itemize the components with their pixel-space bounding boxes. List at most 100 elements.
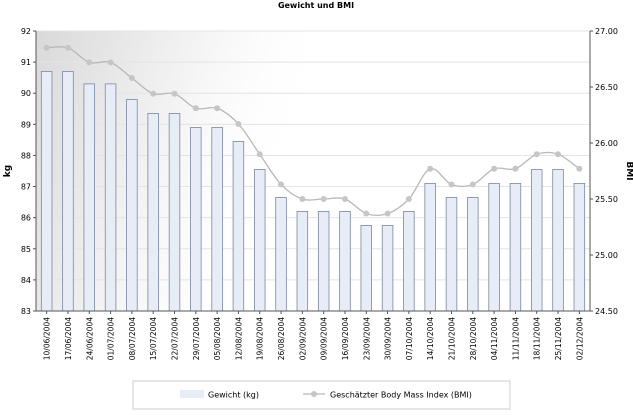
legend-bar-swatch [180, 390, 204, 398]
bmi-point [469, 181, 476, 188]
x-tick-label: 14/10/2004 [426, 317, 435, 360]
x-tick-label: 08/07/2004 [128, 317, 137, 360]
bar [62, 71, 74, 312]
y-left-tick-label: 85 [21, 245, 31, 254]
bar [573, 183, 586, 312]
bar [104, 83, 117, 312]
x-tick-label: 16/09/2004 [341, 317, 350, 360]
y-left-tick-label: 83 [21, 307, 31, 316]
y-left-tick-label: 87 [21, 183, 31, 192]
y-left-tick-label: 86 [21, 214, 31, 223]
y-right-tick-label: 24.50 [595, 307, 618, 316]
bar [40, 71, 53, 312]
bmi-point [533, 151, 540, 158]
bar [126, 99, 138, 312]
bmi-point [384, 210, 391, 217]
x-tick-label: 28/10/2004 [469, 317, 478, 360]
x-tick-label: 10/06/2004 [43, 317, 52, 360]
x-tick-label: 26/08/2004 [277, 317, 286, 360]
bar [168, 113, 181, 312]
bmi-point [128, 75, 135, 82]
bmi-point [405, 196, 412, 202]
bmi-point [427, 165, 434, 172]
bmi-point [256, 151, 263, 158]
y-left-tick-label: 91 [21, 58, 31, 67]
y-right-tick-label: 25.00 [595, 251, 618, 260]
y-right-tick-label: 25.50 [595, 195, 618, 204]
bmi-point [86, 59, 93, 66]
bmi-point [278, 181, 285, 188]
x-tick-label: 17/06/2004 [64, 317, 73, 360]
x-tick-label: 29/07/2004 [192, 317, 201, 360]
bmi-point [512, 165, 519, 172]
bmi-point [214, 105, 221, 112]
bar [190, 127, 202, 312]
bmi-point [341, 196, 348, 202]
bar [445, 197, 458, 312]
y-axis-left-label: kg [3, 165, 13, 177]
bar [360, 225, 372, 312]
bmi-point [576, 165, 583, 172]
x-tick-label: 01/07/2004 [107, 317, 116, 360]
bar [552, 169, 564, 312]
x-tick-label: 21/10/2004 [448, 317, 457, 360]
legend-line-marker [311, 391, 317, 397]
x-tick-label: 23/09/2004 [362, 317, 371, 360]
bar [254, 169, 266, 312]
chart-title: Gewicht und BMI [278, 1, 354, 10]
y-axis-right-label: BMI [624, 161, 633, 180]
x-tick-label: 05/08/2004 [213, 317, 222, 360]
y-left-tick-label: 92 [21, 27, 31, 36]
bmi-point [171, 90, 178, 97]
bar [403, 211, 415, 312]
bmi-point [43, 44, 50, 51]
bar [381, 225, 394, 312]
x-tick-label: 02/12/2004 [575, 317, 584, 360]
x-tick-label: 11/11/2004 [511, 317, 520, 360]
bar [147, 113, 159, 312]
x-tick-label: 02/09/2004 [298, 317, 307, 360]
bmi-point [235, 120, 242, 127]
bmi-point [192, 105, 199, 112]
bar [275, 197, 287, 312]
bmi-point [363, 210, 370, 217]
bar [83, 83, 95, 312]
bmi-point [555, 151, 562, 158]
x-tick-label: 18/11/2004 [533, 317, 542, 360]
bar [339, 211, 351, 312]
x-tick-label: 22/07/2004 [171, 317, 180, 360]
bmi-point [320, 196, 327, 202]
x-tick-label: 25/11/2004 [554, 317, 563, 360]
bar [317, 211, 330, 312]
bar [296, 211, 309, 312]
bar [424, 183, 436, 312]
line-series [43, 44, 583, 217]
y-right-tick-label: 26.50 [595, 83, 618, 92]
bmi-point [448, 181, 455, 188]
bmi-point [150, 90, 157, 97]
x-tick-label: 09/09/2004 [320, 317, 329, 360]
x-tick-label: 15/07/2004 [149, 317, 158, 360]
x-tick-label: 07/10/2004 [405, 317, 414, 360]
legend-bar-label: Gewicht (kg) [208, 391, 259, 400]
y-right-tick-label: 27.00 [595, 27, 618, 36]
bar [488, 183, 500, 312]
x-tick-label: 04/11/2004 [490, 317, 499, 360]
bmi-point [491, 165, 498, 172]
legend: Gewicht (kg) Geschätzter Body Mass Index… [132, 380, 511, 410]
x-tick-label: 24/06/2004 [85, 317, 94, 360]
bmi-point [299, 196, 306, 202]
y-left-tick-label: 89 [21, 120, 31, 129]
axes: 83 84 85 86 87 88 89 90 91 92 24.50 25.00 25.50 26.00… [21, 27, 618, 360]
x-tick-label: 30/09/2004 [384, 317, 393, 360]
y-left-tick-label: 88 [21, 151, 31, 160]
bar [531, 169, 543, 312]
y-right-tick-label: 26.00 [595, 139, 618, 148]
y-left-tick-label: 90 [21, 89, 31, 98]
y-left-tick-label: 84 [21, 276, 31, 285]
x-tick-label: 19/08/2004 [256, 317, 265, 360]
x-tick-label: 12/08/2004 [234, 317, 243, 360]
bar [509, 183, 522, 312]
